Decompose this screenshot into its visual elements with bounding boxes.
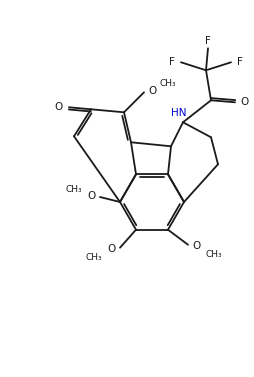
Text: CH₃: CH₃ [159,79,176,88]
Text: O: O [191,241,199,251]
Text: F: F [168,57,174,67]
Text: O: O [147,86,156,96]
Text: CH₃: CH₃ [85,253,102,262]
Text: CH₃: CH₃ [205,250,222,259]
Text: HN: HN [171,108,186,118]
Text: O: O [87,191,96,201]
Text: F: F [236,57,242,67]
Text: O: O [55,102,63,112]
Text: O: O [107,244,116,254]
Text: O: O [239,97,247,107]
Text: CH₃: CH₃ [65,184,82,193]
Text: F: F [204,36,210,46]
